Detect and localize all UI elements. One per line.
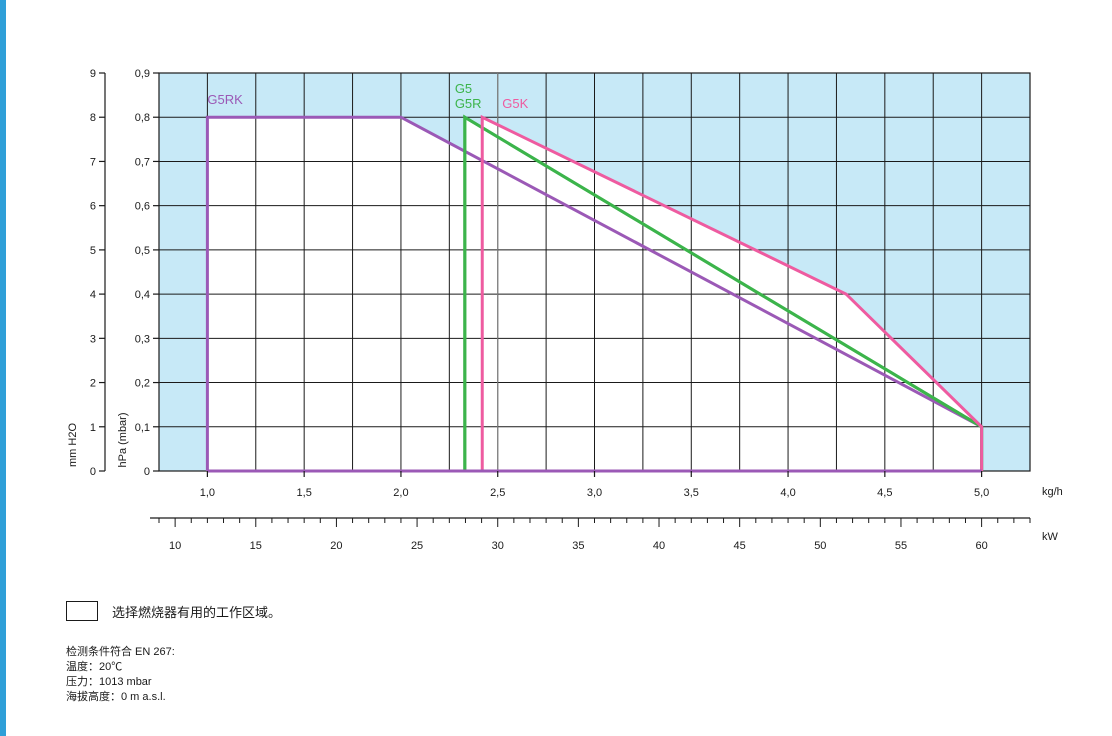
- x-axis-primary-tick-label: 2,0: [393, 487, 408, 499]
- x-axis-primary-tick-label: 3,5: [684, 487, 699, 499]
- y-axis-right-tick-label: 0,5: [135, 245, 150, 257]
- x-axis-primary-tick-label: 4,5: [877, 487, 892, 499]
- y-axis-right-tick-label: 0: [144, 466, 150, 478]
- x-axis-primary-tick-label: 4,0: [780, 487, 795, 499]
- y-axis-left-tick-label: 1: [90, 422, 96, 434]
- y-axis-right-tick-label: 0,2: [135, 378, 150, 390]
- y-axis-left-tick-label: 8: [90, 112, 96, 124]
- y-axis-left-tick-label: 5: [90, 245, 96, 257]
- x-axis-secondary-tick-label: 30: [492, 540, 504, 552]
- x-axis-secondary-tick-label: 55: [895, 540, 907, 552]
- x-axis-secondary-tick-label: 35: [572, 540, 584, 552]
- series-line-g5k: [480, 114, 984, 471]
- y-axis-left-label: mm H2O: [67, 423, 79, 467]
- test-conditions: 检测条件符合 EN 267: 温度：20℃ 压力：1013 mbar 海拔高度：…: [66, 645, 175, 705]
- note-altitude: 海拔高度：0 m a.s.l.: [66, 691, 166, 703]
- y-axis-left-tick-label: 2: [90, 378, 96, 390]
- x-axis-secondary-tick-label: 60: [975, 540, 987, 552]
- legend-text: 选择燃烧器有用的工作区域。: [112, 604, 282, 620]
- legend-swatch: [66, 601, 98, 621]
- x-axis-primary-tick-label: 5,0: [974, 487, 989, 499]
- y-axis-right-tick-label: 0,1: [135, 422, 150, 434]
- y-axis-left-tick-label: 6: [90, 201, 96, 213]
- series-label-g5k: G5K: [502, 96, 528, 111]
- y-axis-right-label: hPa (mbar): [117, 412, 129, 467]
- series-label-g5: G5: [455, 81, 472, 96]
- x-axis-secondary-tick-label: 10: [169, 540, 181, 552]
- x-axis-secondary-tick-label: 45: [734, 540, 746, 552]
- y-axis-right-tick-label: 0,4: [135, 289, 150, 301]
- y-axis-right-tick-label: 0,8: [135, 112, 150, 124]
- page-edge-stripe: [0, 0, 6, 736]
- legend: 选择燃烧器有用的工作区域。: [66, 601, 281, 621]
- y-axis-right-tick-label: 0,7: [135, 156, 150, 168]
- y-axis-left-tick-label: 7: [90, 156, 96, 168]
- y-axis-left-tick-label: 9: [90, 68, 96, 80]
- x-axis-primary-unit: kg/h: [1042, 486, 1063, 498]
- y-axis-left-tick-label: 4: [90, 289, 96, 301]
- x-axis-primary-tick-label: 1,0: [200, 487, 215, 499]
- series-lines: [205, 114, 984, 473]
- x-axis-secondary-tick-label: 50: [814, 540, 826, 552]
- series-label-g5rk: G5RK: [207, 92, 243, 107]
- x-axis-secondary-tick-label: 20: [330, 540, 342, 552]
- series-label-g5r: G5R: [455, 96, 482, 111]
- x-axis-secondary-unit: kW: [1042, 531, 1059, 543]
- x-axis-secondary-tick-label: 25: [411, 540, 423, 552]
- note-standard: 检测条件符合 EN 267:: [66, 646, 175, 658]
- y-axis-right-tick-label: 0,9: [135, 68, 150, 80]
- x-axis-primary-tick-label: 1,5: [297, 487, 312, 499]
- x-axis-secondary-tick-label: 40: [653, 540, 665, 552]
- y-axis-left-tick-label: 0: [90, 466, 96, 478]
- x-axis-primary-tick-label: 2,5: [490, 487, 505, 499]
- y-axis-right-tick-label: 0,6: [135, 201, 150, 213]
- note-pressure: 压力：1013 mbar: [66, 676, 152, 688]
- y-axis-left-tick-label: 3: [90, 333, 96, 345]
- y-axis-right-tick-label: 0,3: [135, 333, 150, 345]
- x-axis-secondary-tick-label: 15: [250, 540, 262, 552]
- x-axis-primary-tick-label: 3,0: [587, 487, 602, 499]
- note-temperature: 温度：20℃: [66, 661, 123, 673]
